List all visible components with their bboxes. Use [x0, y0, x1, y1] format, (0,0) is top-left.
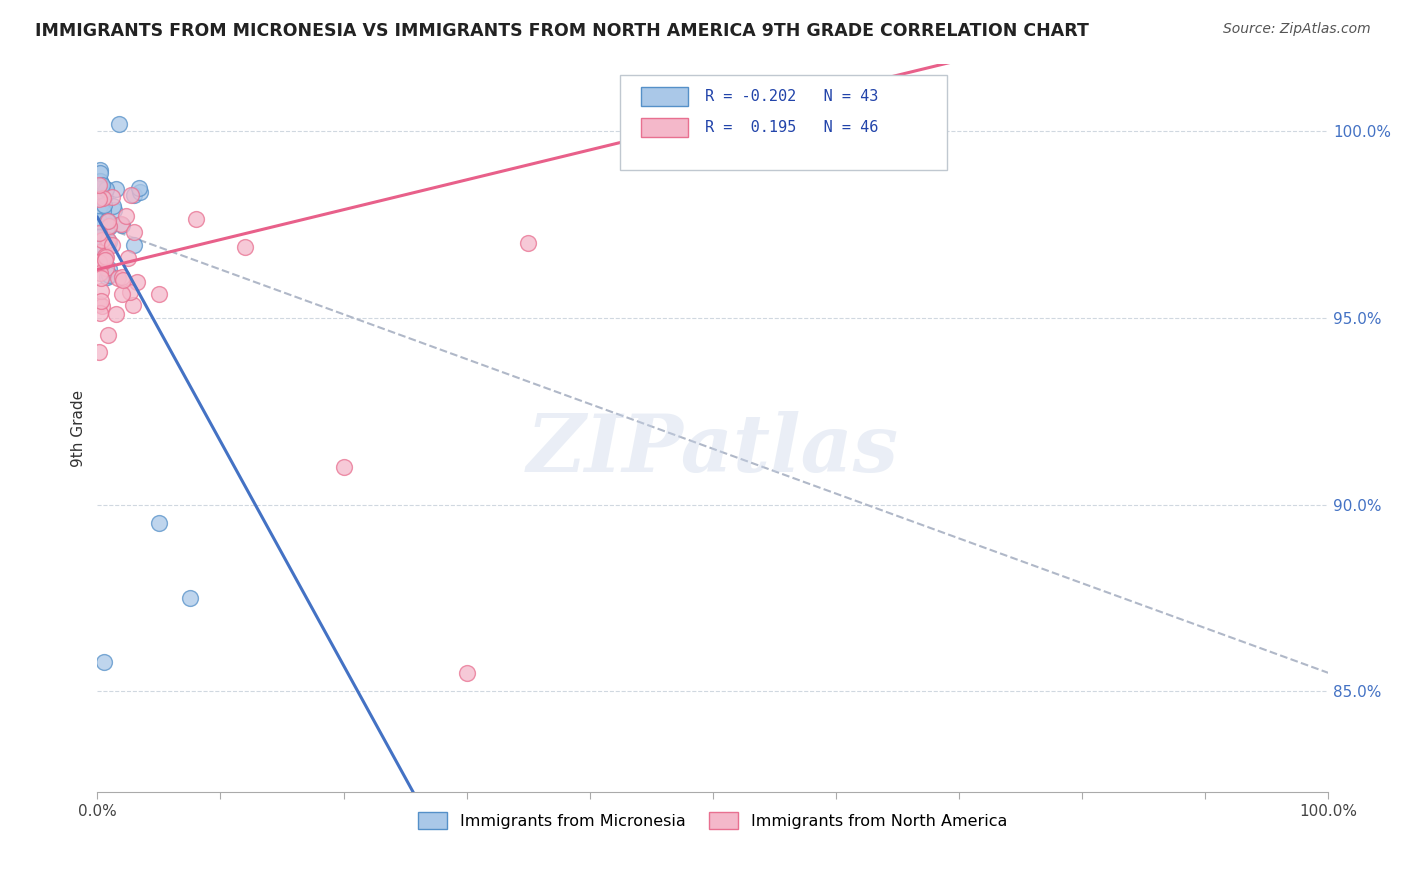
Point — [96, 182, 118, 196]
Point — [90, 251, 112, 265]
Point — [89, 306, 111, 320]
Point — [111, 287, 134, 301]
Bar — [641, 87, 688, 106]
Point — [105, 182, 128, 196]
Point — [89, 266, 111, 280]
Point — [94, 249, 117, 263]
Text: Source: ZipAtlas.com: Source: ZipAtlas.com — [1223, 22, 1371, 37]
Point — [93, 655, 115, 669]
FancyBboxPatch shape — [620, 75, 946, 169]
Point — [120, 187, 142, 202]
Point — [184, 212, 207, 227]
Point — [87, 213, 110, 227]
Point — [90, 246, 112, 260]
Point — [94, 250, 117, 264]
Point — [91, 191, 114, 205]
Point — [517, 236, 540, 251]
Point — [87, 254, 110, 268]
Point — [96, 269, 118, 284]
Point — [129, 186, 152, 200]
Point — [120, 285, 142, 299]
Point — [91, 255, 114, 269]
Point — [89, 163, 111, 178]
Point — [89, 213, 111, 227]
Point — [148, 516, 170, 531]
Point — [90, 228, 112, 243]
Point — [111, 218, 134, 232]
Point — [97, 268, 120, 282]
Point — [96, 213, 118, 227]
Point — [87, 254, 110, 268]
Point — [93, 180, 115, 194]
Point — [89, 245, 111, 260]
Point — [87, 245, 110, 260]
Point — [128, 181, 150, 195]
Point — [87, 230, 110, 244]
Text: R =  0.195   N = 46: R = 0.195 N = 46 — [706, 120, 879, 135]
Point — [117, 251, 139, 265]
Text: R = -0.202   N = 43: R = -0.202 N = 43 — [706, 89, 879, 104]
Point — [97, 219, 120, 234]
Point — [124, 188, 146, 202]
Point — [96, 238, 118, 252]
Point — [124, 225, 146, 239]
Point — [94, 261, 117, 276]
Point — [122, 238, 145, 252]
Point — [110, 217, 132, 231]
Point — [89, 175, 111, 189]
Point — [104, 307, 127, 321]
Point — [87, 297, 110, 311]
Point — [90, 270, 112, 285]
Text: IMMIGRANTS FROM MICRONESIA VS IMMIGRANTS FROM NORTH AMERICA 9TH GRADE CORRELATIO: IMMIGRANTS FROM MICRONESIA VS IMMIGRANTS… — [35, 22, 1090, 40]
Point — [179, 591, 201, 606]
Point — [91, 178, 114, 192]
Point — [89, 166, 111, 180]
Point — [89, 226, 111, 240]
Point — [97, 235, 120, 250]
Point — [111, 273, 134, 287]
Point — [87, 345, 110, 359]
Point — [332, 460, 354, 475]
Point — [90, 299, 112, 313]
Point — [101, 237, 124, 252]
Point — [111, 270, 134, 285]
Point — [87, 192, 110, 206]
Point — [101, 199, 124, 213]
Point — [148, 286, 170, 301]
Point — [94, 188, 117, 202]
Point — [121, 298, 143, 312]
Point — [91, 231, 114, 245]
Point — [108, 117, 131, 131]
Point — [97, 214, 120, 228]
Y-axis label: 9th Grade: 9th Grade — [72, 390, 86, 467]
Point — [91, 204, 114, 219]
Point — [91, 233, 114, 247]
Point — [125, 275, 148, 289]
Point — [103, 202, 125, 217]
Point — [89, 174, 111, 188]
Point — [233, 240, 256, 254]
Point — [87, 227, 110, 241]
Point — [93, 249, 115, 263]
Point — [97, 219, 120, 233]
Point — [89, 241, 111, 255]
Bar — [641, 118, 688, 136]
Point — [456, 665, 478, 680]
Point — [90, 293, 112, 308]
Point — [115, 209, 138, 223]
Point — [89, 240, 111, 254]
Point — [93, 198, 115, 212]
Legend: Immigrants from Micronesia, Immigrants from North America: Immigrants from Micronesia, Immigrants f… — [412, 806, 1014, 835]
Point — [97, 328, 120, 343]
Point — [107, 271, 129, 285]
Point — [97, 220, 120, 235]
Point — [97, 233, 120, 247]
Point — [98, 262, 121, 277]
Point — [90, 284, 112, 298]
Point — [94, 253, 117, 268]
Text: ZIPatlas: ZIPatlas — [527, 411, 898, 489]
Point — [87, 178, 110, 193]
Point — [101, 190, 124, 204]
Point — [89, 199, 111, 213]
